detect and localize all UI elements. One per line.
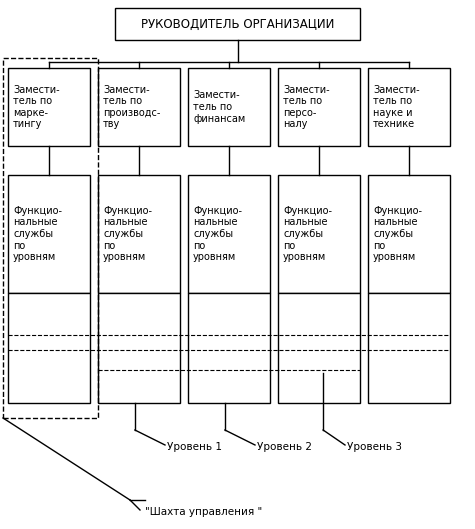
Bar [115,8,360,40]
Bar [188,293,270,403]
Bar [98,175,180,293]
Text: Функцио-
нальные
службы
по
уровням: Функцио- нальные службы по уровням [103,206,152,262]
Text: Уровень 2: Уровень 2 [257,442,312,452]
Text: Замести-
тель по
марке-
тингу: Замести- тель по марке- тингу [13,85,60,130]
Text: Функцио-
нальные
службы
по
уровням: Функцио- нальные службы по уровням [13,206,62,262]
Text: Функцио-
нальные
службы
по
уровням: Функцио- нальные службы по уровням [283,206,332,262]
Text: "Шахта управления ": "Шахта управления " [145,507,262,517]
Text: Уровень 1: Уровень 1 [167,442,222,452]
Bar [368,68,450,146]
Text: Замести-
тель по
персо-
налу: Замести- тель по персо- налу [283,85,330,130]
Bar [188,68,270,146]
Text: Замести-
тель по
науке и
технике: Замести- тель по науке и технике [373,85,419,130]
Bar [368,175,450,293]
Text: Функцио-
нальные
службы
по
уровням: Функцио- нальные службы по уровням [373,206,422,262]
Bar [98,68,180,146]
Bar [188,175,270,293]
Bar [278,68,360,146]
Text: Уровень 3: Уровень 3 [347,442,402,452]
Bar [8,68,90,146]
Bar [8,175,90,293]
Text: Замести-
тель по
производс-
тву: Замести- тель по производс- тву [103,85,161,130]
Bar [278,175,360,293]
Text: Функцио-
нальные
службы
по
уровням: Функцио- нальные службы по уровням [193,206,242,262]
Text: РУКОВОДИТЕЛЬ ОРГАНИЗАЦИИ: РУКОВОДИТЕЛЬ ОРГАНИЗАЦИИ [141,17,334,31]
Bar [3,58,98,418]
Bar [278,293,360,403]
Bar [8,293,90,403]
Text: Замести-
тель по
финансам: Замести- тель по финансам [193,90,245,124]
Bar [368,293,450,403]
Bar [98,293,180,403]
